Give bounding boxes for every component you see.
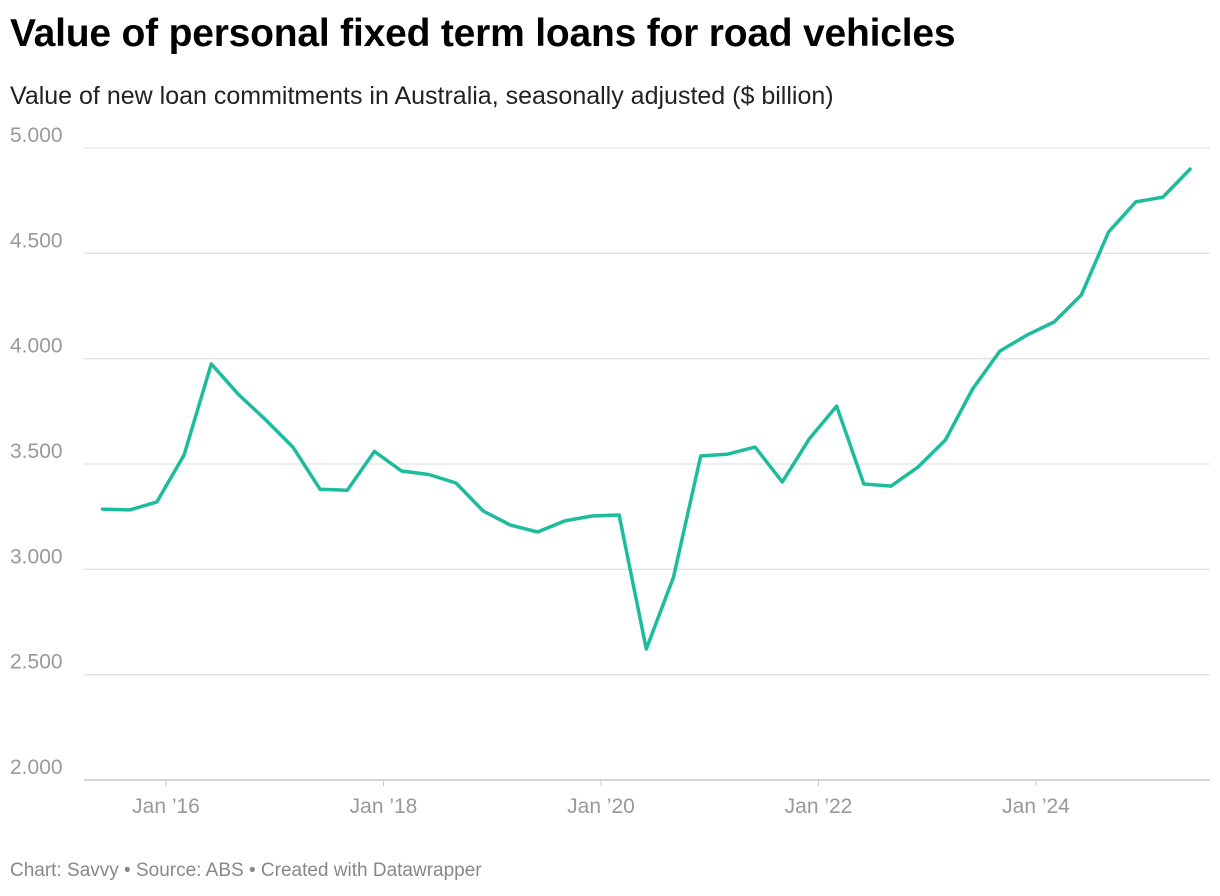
data-point: [998, 349, 1002, 353]
data-point: [508, 523, 512, 527]
y-tick-label: 3.000: [10, 545, 63, 568]
data-point: [237, 392, 240, 396]
y-tick-label: 2.000: [10, 756, 63, 779]
data-point: [1025, 333, 1029, 337]
data-point: [400, 469, 404, 473]
data-point: [291, 445, 295, 449]
y-tick-label: 2.500: [10, 651, 63, 674]
data-point: [943, 438, 947, 442]
data-point: [345, 488, 349, 492]
data-point: [1188, 167, 1192, 171]
chart-subtitle: Value of new loan commitments in Austral…: [10, 82, 834, 110]
data-point: [372, 449, 376, 453]
data-point: [862, 482, 866, 486]
y-tick-label: 4.500: [10, 229, 63, 252]
data-point: [807, 437, 811, 441]
x-tick-label: Jan ’22: [785, 795, 853, 818]
x-tick-label: Jan ’16: [132, 795, 200, 818]
data-point: [318, 487, 322, 491]
data-point: [971, 387, 975, 391]
data-point: [1107, 230, 1110, 234]
data-point: [644, 647, 648, 651]
data-point: [264, 418, 268, 422]
data-point: [617, 513, 621, 517]
data-point: [536, 530, 540, 534]
data-point: [590, 514, 594, 518]
data-point: [128, 508, 132, 512]
data-point: [1134, 200, 1138, 204]
data-point: [182, 453, 186, 457]
data-point: [454, 481, 458, 485]
x-tick-label: Jan ’20: [567, 795, 635, 818]
series-line: [100, 167, 1192, 651]
data-point: [780, 480, 784, 484]
data-point: [101, 507, 105, 511]
data-point: [835, 404, 839, 408]
y-tick-label: 5.000: [10, 124, 63, 147]
data-point: [209, 362, 213, 366]
chart-title: Value of personal fixed term loans for r…: [10, 12, 956, 55]
data-point: [481, 509, 485, 513]
data-point: [889, 484, 893, 488]
chart-footer: Chart: Savvy • Source: ABS • Created wit…: [10, 860, 482, 881]
y-tick-label: 4.000: [10, 335, 63, 358]
x-tick-label: Jan ’24: [1002, 795, 1070, 818]
data-point: [563, 519, 567, 523]
data-point: [916, 465, 920, 469]
y-tick-label: 3.500: [10, 440, 63, 463]
data-point: [753, 445, 757, 449]
data-point: [699, 454, 703, 458]
data-point: [1161, 195, 1165, 199]
data-point: [155, 500, 159, 504]
x-tick-label: Jan ’18: [350, 795, 418, 818]
data-point: [427, 473, 431, 477]
data-point: [1079, 293, 1083, 297]
data-point: [1052, 320, 1056, 324]
data-point: [726, 452, 730, 456]
data-point: [672, 575, 675, 579]
